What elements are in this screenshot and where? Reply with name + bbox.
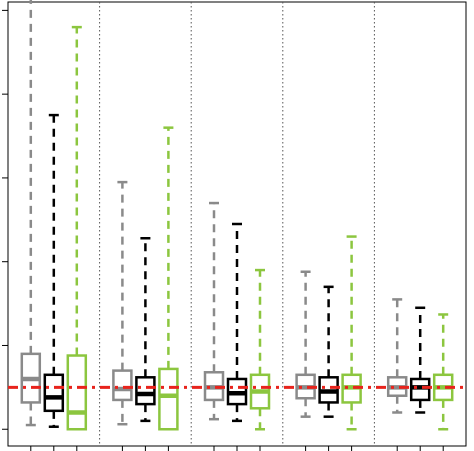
boxes-layer [20, 0, 454, 431]
box-s1-g2 [112, 369, 133, 402]
box-s2-g1 [43, 373, 65, 413]
plot-frame-layer [2, 1, 467, 451]
box-s3-g2 [158, 367, 179, 431]
box-s3-g1 [66, 354, 88, 431]
box-s2-g2 [135, 376, 156, 406]
